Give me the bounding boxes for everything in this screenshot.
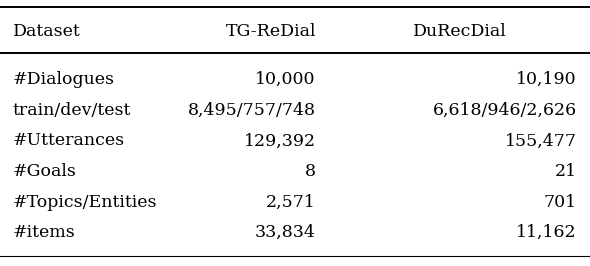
Text: 11,162: 11,162 xyxy=(516,224,577,241)
Text: 21: 21 xyxy=(555,163,577,180)
Text: #Dialogues: #Dialogues xyxy=(13,71,115,88)
Text: #Goals: #Goals xyxy=(13,163,77,180)
Text: 2,571: 2,571 xyxy=(266,194,316,211)
Text: 10,190: 10,190 xyxy=(516,71,577,88)
Text: DuRecDial: DuRecDial xyxy=(414,23,507,40)
Text: 33,834: 33,834 xyxy=(255,224,316,241)
Text: 10,000: 10,000 xyxy=(255,71,316,88)
Text: 129,392: 129,392 xyxy=(244,132,316,149)
Text: 6,618/946/2,626: 6,618/946/2,626 xyxy=(433,102,577,119)
Text: 8: 8 xyxy=(304,163,316,180)
Text: 701: 701 xyxy=(544,194,577,211)
Text: TG-ReDial: TG-ReDial xyxy=(226,23,317,40)
Text: train/dev/test: train/dev/test xyxy=(13,102,132,119)
Text: #Topics/Entities: #Topics/Entities xyxy=(13,194,158,211)
Text: #Utterances: #Utterances xyxy=(13,132,125,149)
Text: 8,495/757/748: 8,495/757/748 xyxy=(188,102,316,119)
Text: 155,477: 155,477 xyxy=(505,132,577,149)
Text: #items: #items xyxy=(13,224,76,241)
Text: Dataset: Dataset xyxy=(13,23,81,40)
